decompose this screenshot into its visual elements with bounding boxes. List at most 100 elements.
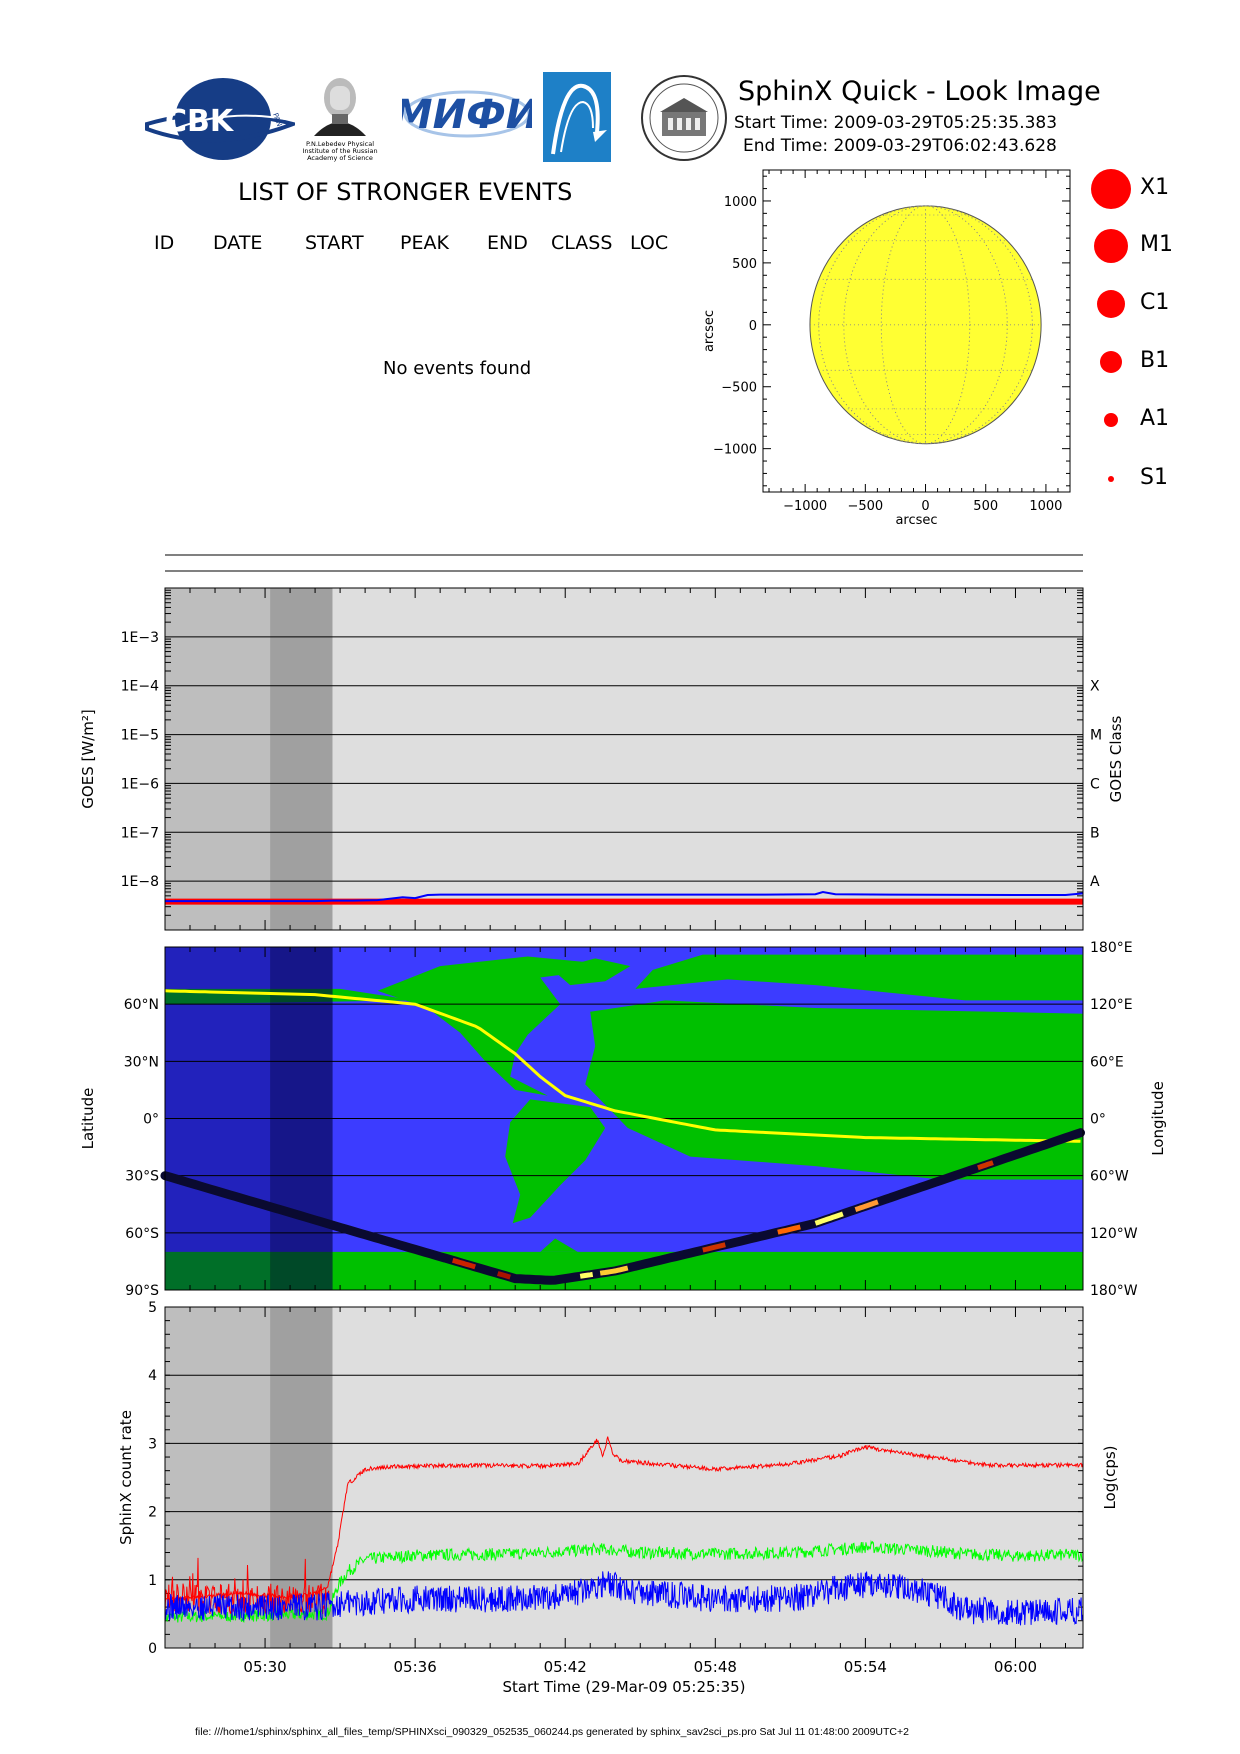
goes-class-label: C [1090, 776, 1100, 792]
legend-label-a1: A1 [1140, 406, 1170, 431]
sun-meridian [818, 205, 1033, 445]
map-y2tick-label: 0° [1090, 1112, 1106, 1128]
sun-xlabel: arcsec [895, 513, 937, 528]
legend-dot-s1 [1108, 476, 1114, 482]
sun-meridian [843, 205, 1008, 445]
count-blue-line [164, 1571, 1084, 1626]
map-landmass [377, 956, 628, 1096]
shading-band [270, 1307, 333, 1648]
legend-dot-b1 [1100, 351, 1122, 373]
svg-text:Academy of Science: Academy of Science [307, 154, 373, 162]
track-intensity-segment [497, 1271, 511, 1280]
count-xtick-label: 05:42 [544, 1658, 587, 1676]
map-y2tick-label: 60°W [1090, 1169, 1129, 1185]
count-ytick-label: 4 [148, 1368, 157, 1384]
column-peak: PEAK [400, 232, 449, 254]
events-title: LIST OF STRONGER EVENTS [238, 178, 573, 206]
map-ytick-label: 90°S [125, 1283, 159, 1299]
shading-band [165, 588, 271, 930]
map-y2label: Longitude [1149, 1081, 1167, 1156]
goes-class-label: M [1090, 728, 1102, 744]
end-time: End Time: 2009-03-29T06:02:43.628 [743, 136, 1057, 156]
column-loc: LOC [630, 232, 669, 254]
mifi-logo: МИФИ [402, 90, 532, 138]
count-xtick-label: 05:30 [243, 1658, 286, 1676]
legend-label-s1: S1 [1140, 465, 1168, 490]
map-ytick-label: 60°S [125, 1226, 159, 1242]
legend-label-x1: X1 [1140, 175, 1170, 200]
map-landmass [540, 1238, 578, 1252]
map-ytick-label: 0° [143, 1112, 159, 1128]
goes-ytick-label: 1E−8 [121, 874, 159, 890]
goes-ytick-label: 1E−5 [121, 728, 159, 744]
goes-class-label: X [1090, 679, 1100, 695]
seal-logo [641, 75, 727, 161]
cbk-pan-logo: CBK PAN [145, 78, 295, 160]
track-intensity-segment [814, 1211, 844, 1226]
sun-ytick-label: 1000 [724, 195, 757, 210]
longitude-track [164, 989, 1081, 1143]
goes-ylabel: GOES [W/m²] [79, 709, 97, 808]
count-y2label: Log(cps) [1101, 1445, 1119, 1509]
sun-frame [762, 169, 1071, 493]
sun-ytick-label: −500 [721, 381, 757, 396]
start-time: Start Time: 2009-03-29T05:25:35.383 [734, 113, 1058, 133]
map-ytick-label: 60°N [124, 997, 159, 1013]
count-ytick-label: 2 [148, 1505, 157, 1521]
track-intensity-segment [977, 1160, 994, 1171]
column-start: START [305, 232, 364, 254]
legend-label-c1: C1 [1140, 290, 1170, 315]
map-y2tick-label: 120°E [1090, 997, 1133, 1013]
sun-ytick-label: 0 [749, 319, 757, 334]
column-id: ID [154, 232, 175, 254]
track-intensity-segment [854, 1199, 879, 1212]
goes-ytick-label: 1E−3 [121, 630, 159, 646]
svg-text:Institute of the Russian: Institute of the Russian [302, 147, 377, 155]
map-ylabel: Latitude [79, 1088, 97, 1150]
legend-dot-c1 [1097, 290, 1125, 318]
legend-dot-a1 [1104, 413, 1118, 427]
svg-text:P.N.Lebedev Physical: P.N.Lebedev Physical [306, 140, 374, 148]
legend-dot-m1 [1094, 229, 1128, 263]
count-red-line [164, 1436, 1084, 1603]
page-title: SphinX Quick - Look Image [738, 76, 1101, 107]
sun-ylabel: arcsec [702, 310, 717, 352]
track-intensity-segment [599, 1265, 629, 1276]
map-y2tick-label: 180°E [1090, 940, 1133, 956]
sun-ytick-label: 500 [732, 257, 757, 272]
solar-disk-chart: −1000 −500 0 500 1000 −1000 −500 0 500 1000 arcsec… [702, 169, 1071, 528]
count-ytick-label: 1 [148, 1573, 157, 1589]
sun-xtick-label: −500 [847, 499, 883, 514]
shading-band [332, 588, 1083, 930]
column-end: END [487, 232, 528, 254]
goes-ytick-label: 1E−6 [121, 776, 159, 792]
map-landmass [585, 1000, 1083, 1180]
track-intensity-segment [702, 1242, 726, 1253]
count-xtick-label: 05:48 [694, 1658, 737, 1676]
coronas-logo [543, 72, 611, 162]
map-ytick-label: 30°N [124, 1054, 159, 1070]
goes-y2label: GOES Class [1107, 715, 1125, 802]
track-intensity-segment [452, 1257, 476, 1270]
sun-xtick-label: −1000 [783, 499, 827, 514]
track-intensity-segment [579, 1271, 594, 1279]
count-ylabel: SphinX count rate [117, 1410, 135, 1545]
count-xtick-label: 05:36 [394, 1658, 437, 1676]
track-intensity-segment [777, 1224, 801, 1235]
lebedev-institute-logo: P.N.Lebedev Physical Institute of the Ru… [302, 78, 378, 162]
map-y2tick-label: 180°W [1090, 1283, 1138, 1299]
count-frame [164, 1306, 1084, 1649]
shading-band [270, 588, 333, 930]
count-xlabel: Start Time (29-Mar-09 05:25:35) [502, 1678, 745, 1696]
map-y2tick-label: 60°E [1090, 1054, 1124, 1070]
map-ytick-label: 30°S [125, 1169, 159, 1185]
map-landmass [552, 958, 631, 986]
legend-dot-x1 [1091, 169, 1131, 209]
sun-ytick-label: −1000 [713, 443, 757, 458]
legend-label-b1: B1 [1140, 348, 1170, 373]
svg-text:CBK: CBK [165, 104, 235, 139]
count-ytick-label: 5 [148, 1300, 157, 1316]
sun-xtick-label: 0 [921, 499, 929, 514]
map-y2tick-label: 120°W [1090, 1226, 1138, 1242]
